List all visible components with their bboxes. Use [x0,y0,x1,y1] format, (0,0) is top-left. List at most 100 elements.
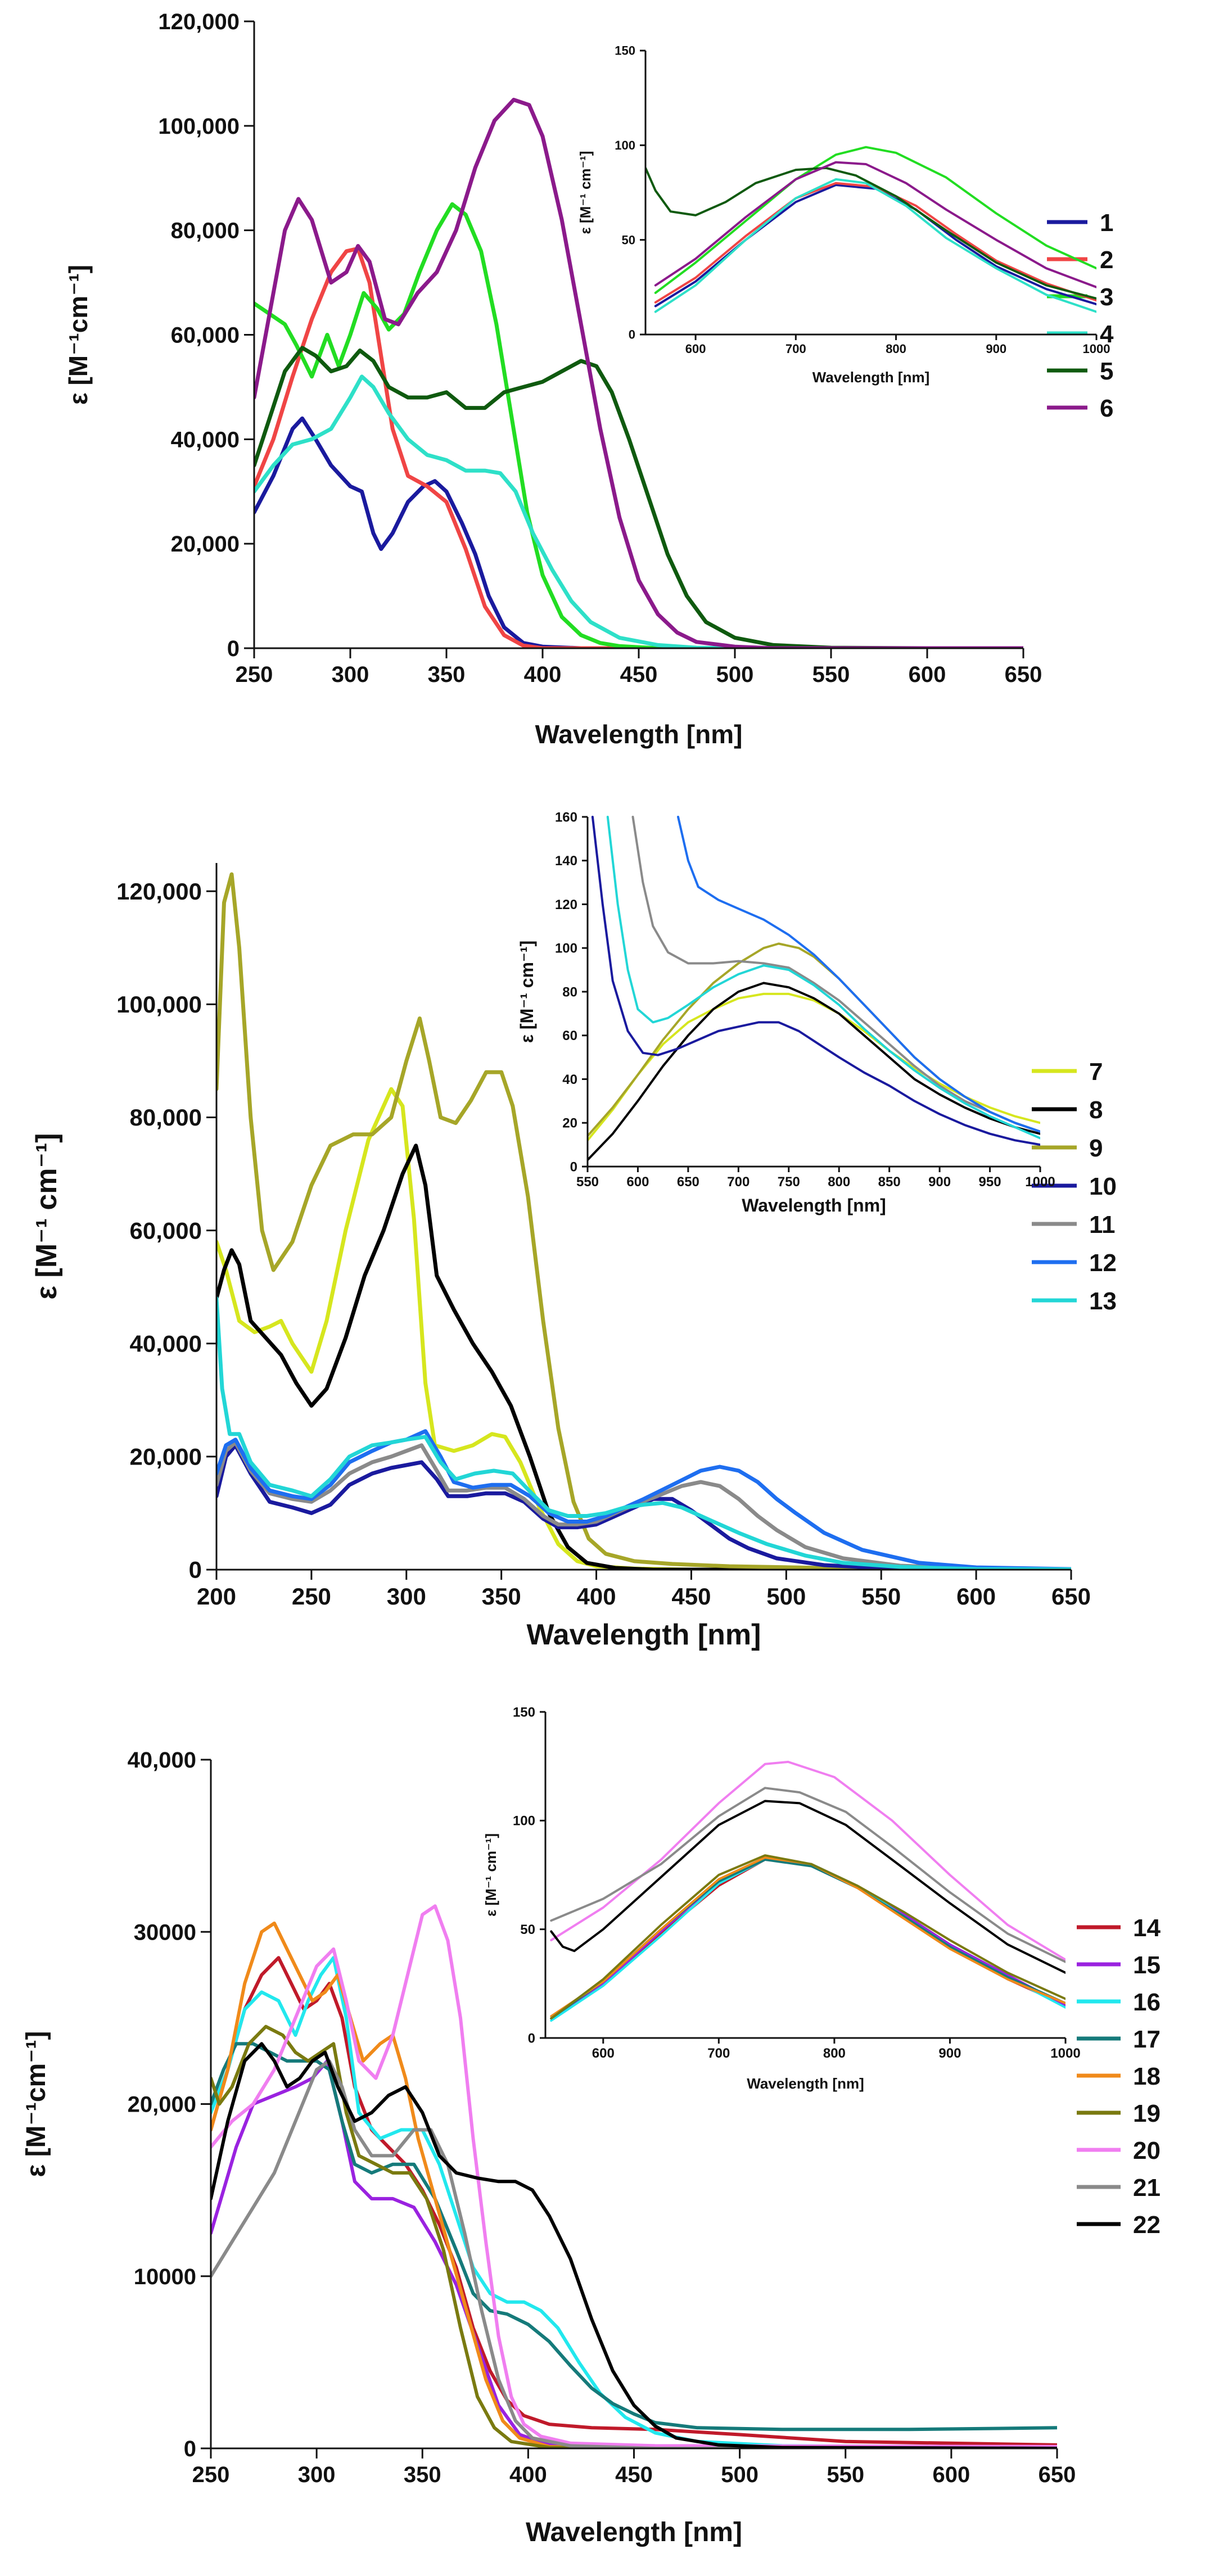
series-line-11 [216,1440,1071,1570]
y-tick-label: 100 [513,1814,535,1829]
series-line-5 [254,346,1023,648]
series-group [645,146,1096,313]
y-tick-label: 0 [184,2437,196,2461]
y-tick-label: 120,000 [116,878,202,905]
x-tick-label: 600 [909,662,946,687]
series-line-14 [211,1956,1057,2447]
y-tick-label: 100 [555,941,577,956]
y-tick-label: 0 [227,636,240,661]
x-tick-label: 350 [404,2462,441,2487]
series-line-5 [645,166,1096,300]
panel-2-main: 200 250 300 350 400 450 500 550 600 650020,00040,… [30,863,1117,1651]
series-line-9 [216,872,1071,1570]
y-tick-label: 50 [622,233,635,247]
x-tick-label: 500 [766,1583,806,1610]
legend-label-9: 9 [1089,1135,1103,1162]
x-tick-label: 600 [933,2462,970,2487]
x-tick-label: 750 [778,1174,800,1190]
series-line-22 [211,2042,1057,2448]
series-line-16 [211,1956,1057,2448]
series-line-6 [654,161,1096,288]
series-line-4 [254,374,1023,648]
series-line-3 [654,146,1096,294]
legend-label-19: 19 [1133,2100,1161,2127]
y-axis-label: ε [M⁻¹ cm⁻¹] [30,1133,63,1299]
x-tick-label: 250 [292,1583,331,1610]
y-tick-label: 0 [189,1557,202,1583]
y-tick-label: 0 [528,2031,535,2046]
legend: 1 2 3 4 5 6 [1047,209,1114,422]
y-tick-label: 40 [562,1072,577,1087]
x-tick-label: 300 [332,662,369,687]
x-tick-label: 1000 [1083,342,1110,356]
x-tick-label: 1000 [1025,1174,1055,1190]
y-tick-label: 100 [615,138,635,152]
series-line-21 [550,1787,1065,1963]
series-line-7 [216,1087,1071,1570]
y-tick-label: 0 [570,1159,577,1174]
y-tick-label: 10000 [134,2265,196,2289]
legend-label-6: 6 [1100,395,1113,422]
x-tick-label: 300 [387,1583,426,1610]
y-tick-label: 100,000 [158,114,240,139]
x-tick-label: 400 [577,1583,616,1610]
x-tick-label: 450 [615,2462,653,2487]
x-tick-label: 450 [671,1583,711,1610]
x-tick-label: 200 [197,1583,236,1610]
y-tick-label: 80,000 [171,219,240,243]
x-axis-label: Wavelength [nm] [747,2075,864,2092]
series-group [550,1760,1065,2022]
series-line-12 [677,816,1040,1133]
panel-3-main: 250 300 350 400 450 500 550 600 65001000020,0003… [21,1748,1161,2547]
x-tick-label: 900 [938,2046,961,2061]
y-tick-label: 140 [555,853,577,869]
x-tick-label: 800 [828,1174,850,1190]
y-axis-label: ε [M⁻¹ cm⁻¹] [482,1833,499,1917]
panel-2-inset: 550 600 650 700 750 800 850 900 950 1000 0 20 40 60 80… [517,810,1055,1215]
legend-label-17: 17 [1133,2026,1161,2053]
legend-label-4: 4 [1100,320,1114,348]
series-line-7 [588,992,1040,1142]
x-tick-label: 600 [626,1174,649,1190]
legend-label-8: 8 [1089,1096,1103,1124]
x-tick-label: 250 [236,662,273,687]
x-tick-label: 950 [979,1174,1001,1190]
x-tick-label: 350 [482,1583,521,1610]
legend-label-18: 18 [1133,2063,1161,2090]
x-tick-label: 1000 [1050,2046,1080,2061]
series-line-19 [550,1854,1065,2020]
y-tick-label: 20,000 [130,1444,202,1470]
x-tick-label: 550 [812,662,850,687]
series-line-13 [216,1296,1071,1570]
legend-label-1: 1 [1100,209,1113,237]
series-line-2 [254,246,1023,648]
legend-label-3: 3 [1100,283,1113,311]
y-tick-label: 60,000 [130,1217,202,1244]
series-line-4 [654,178,1096,313]
series-line-22 [550,1800,1065,1974]
series-line-17 [211,2042,1057,2432]
y-axis-label: ε [M⁻¹cm⁻¹] [21,2031,51,2177]
x-tick-label: 800 [823,2046,846,2061]
x-tick-label: 350 [428,662,466,687]
series-line-8 [588,982,1040,1162]
legend-label-14: 14 [1133,1914,1161,1942]
legend-label-11: 11 [1089,1211,1116,1239]
series-line-21 [211,2059,1057,2448]
series-group [216,872,1071,1570]
x-tick-label: 600 [592,2046,615,2061]
legend-label-5: 5 [1100,358,1113,385]
y-axis-label: ε [M⁻¹ cm⁻¹] [577,151,594,234]
legend-label-7: 7 [1089,1058,1103,1086]
y-tick-label: 60,000 [171,323,240,348]
x-axis-label: Wavelength [nm] [742,1195,886,1215]
y-tick-label: 40,000 [171,427,240,452]
series-line-20 [211,1904,1057,2448]
y-tick-label: 50 [520,1922,535,1937]
series-line-13 [606,816,1040,1140]
series-line-15 [550,1856,1065,2020]
x-tick-label: 400 [509,2462,547,2487]
legend-label-12: 12 [1089,1249,1117,1277]
x-tick-label: 700 [707,2046,730,2061]
y-tick-label: 160 [555,810,577,825]
